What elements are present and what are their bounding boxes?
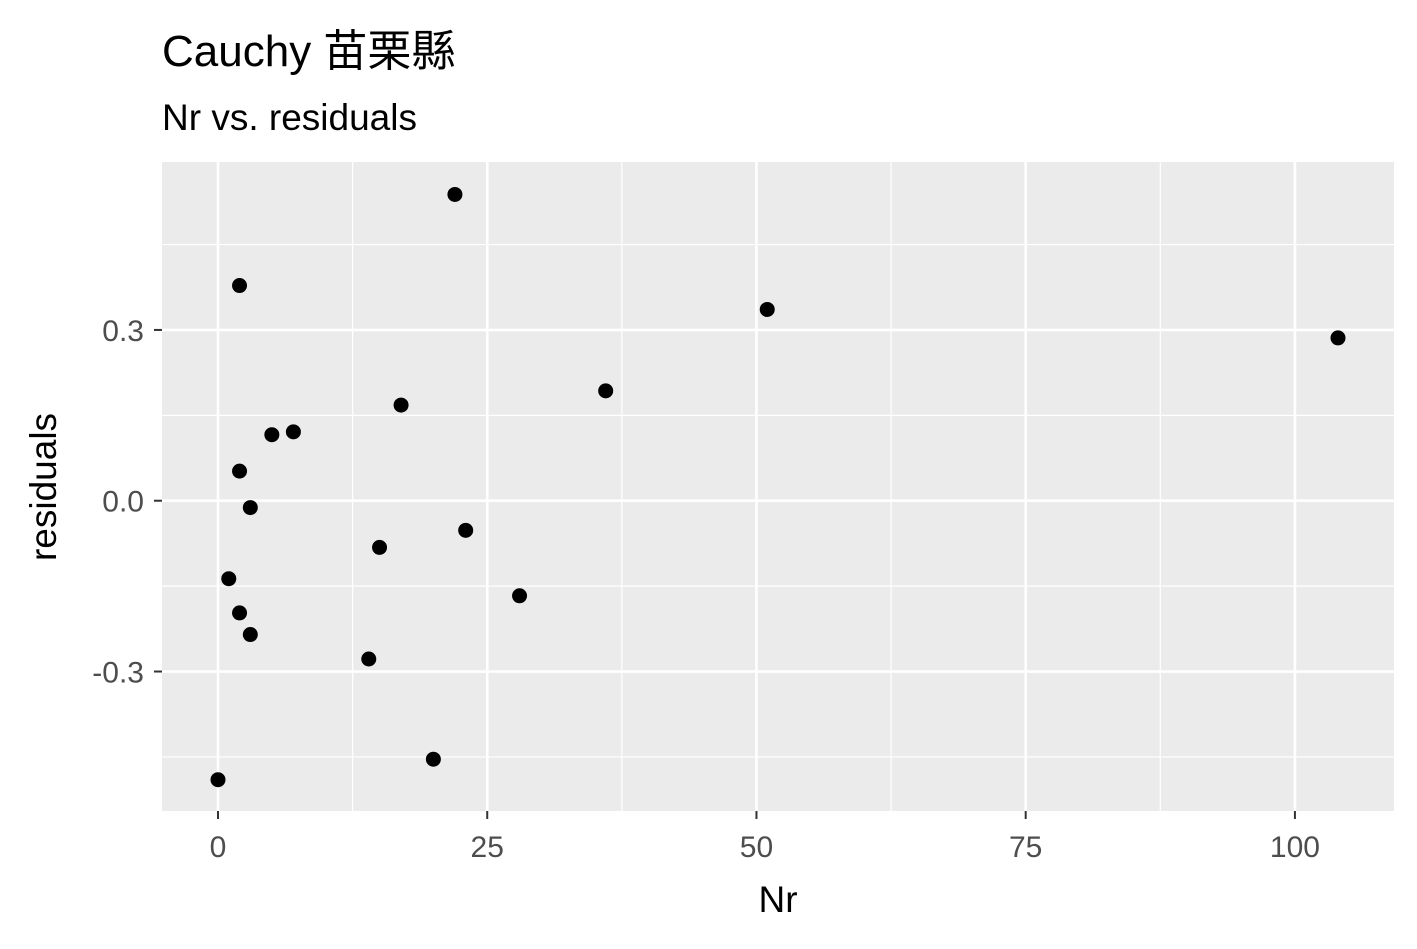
chart-subtitle: Nr vs. residuals — [162, 97, 417, 138]
chart-title: Cauchy 苗栗縣 — [162, 27, 455, 76]
data-point — [232, 278, 248, 294]
data-point — [264, 427, 280, 443]
y-axis-title: residuals — [23, 413, 64, 561]
data-point — [598, 383, 614, 399]
minor-gridlines — [162, 162, 1394, 811]
data-point — [210, 772, 226, 788]
x-tick-label: 0 — [210, 831, 227, 864]
data-point — [221, 571, 237, 587]
data-point — [512, 588, 528, 604]
y-tick-label: 0.0 — [102, 486, 144, 519]
data-point — [393, 397, 409, 413]
data-point — [458, 522, 474, 538]
data-point — [447, 186, 463, 202]
x-tick-label: 75 — [1009, 831, 1042, 864]
x-tick-label: 25 — [471, 831, 504, 864]
x-tick-label: 50 — [740, 831, 773, 864]
major-gridlines — [162, 162, 1394, 811]
data-point — [242, 627, 258, 643]
data-point — [232, 463, 248, 479]
x-tick-label: 100 — [1270, 831, 1320, 864]
y-tick-label: 0.3 — [102, 315, 144, 348]
data-point — [425, 751, 441, 767]
data-point — [372, 539, 388, 555]
data-point — [759, 301, 775, 317]
data-point — [232, 605, 248, 621]
data-point — [285, 424, 301, 440]
data-point — [242, 500, 258, 516]
data-points — [210, 186, 1346, 788]
y-tick-label: -0.3 — [92, 657, 144, 690]
y-axis-ticks: -0.3 0.0 0.3 — [92, 315, 162, 690]
data-point — [361, 651, 377, 667]
plot-panel — [162, 162, 1394, 811]
data-point — [1330, 330, 1346, 346]
x-axis-ticks: 0 25 50 75 100 — [210, 811, 1320, 864]
x-axis-title: Nr — [758, 879, 797, 920]
